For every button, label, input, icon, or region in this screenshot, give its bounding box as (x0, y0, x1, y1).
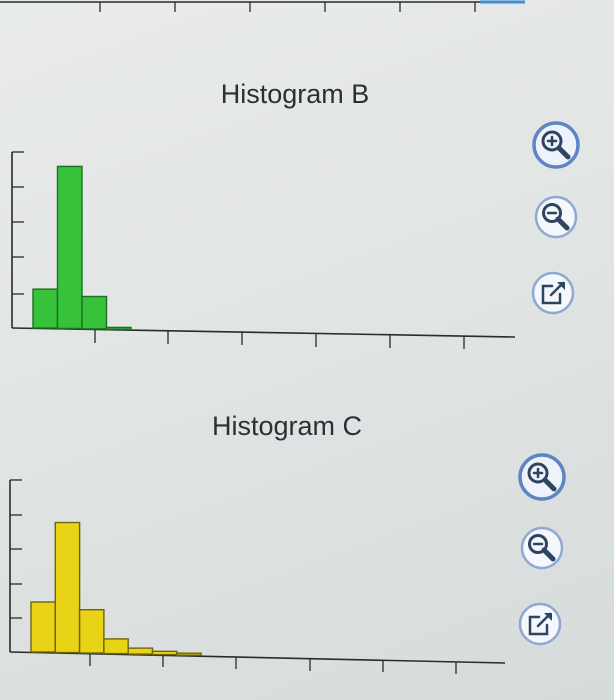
open-external-button[interactable] (531, 271, 575, 315)
histogram-c-x-ticks (89, 654, 457, 674)
zoom-out-icon (542, 203, 570, 231)
histogram-c-controls (518, 453, 566, 646)
histogram-c-bar-6 (151, 650, 178, 656)
histogram-b: Histogram B (11, 79, 516, 349)
histogram-b-bars (32, 165, 132, 331)
histogram-c-bar-4 (103, 638, 129, 655)
zoom-out-button-ring[interactable] (534, 195, 578, 239)
histogram-b-x-ticks (94, 330, 465, 349)
open-external-button[interactable] (518, 602, 562, 646)
histogram-c-bars (30, 521, 202, 656)
histogram-c: Histogram C (9, 411, 506, 674)
histogram-b-bar-4 (105, 326, 132, 331)
histogram-c-bar-7 (176, 652, 202, 656)
histogram-c-bar-3 (78, 609, 105, 654)
histogram-b-y-ticks (12, 151, 24, 295)
zoom-in-button[interactable] (518, 453, 566, 501)
histogram-b-bar-2 (56, 165, 83, 330)
histogram-c-title: Histogram C (212, 411, 362, 441)
histogram-c-x-axis (9, 651, 506, 664)
histogram-c-bar-5 (127, 647, 154, 655)
histogram-b-bar-1 (32, 288, 59, 329)
zoom-in-icon (541, 130, 571, 160)
open-external-icon (528, 612, 552, 636)
zoom-in-button-ring[interactable] (518, 453, 566, 501)
histogram-c-bar-2 (54, 521, 81, 654)
histogram-c-y-ticks (10, 479, 22, 619)
histogram-b-bar-3 (81, 295, 108, 330)
zoom-out-button[interactable] (534, 195, 578, 239)
histogram-b-controls (531, 121, 580, 315)
histogram-a-partial (0, 0, 525, 12)
histogram-b-title: Histogram B (221, 79, 370, 109)
zoom-in-icon (527, 462, 557, 492)
zoom-in-button-ring[interactable] (532, 121, 580, 169)
zoom-out-button-ring[interactable] (520, 526, 564, 570)
zoom-out-button[interactable] (520, 526, 564, 570)
zoom-out-icon (528, 534, 556, 562)
histogram-c-bar-1 (30, 601, 56, 653)
open-external-icon (541, 281, 565, 305)
zoom-in-button[interactable] (532, 121, 580, 169)
